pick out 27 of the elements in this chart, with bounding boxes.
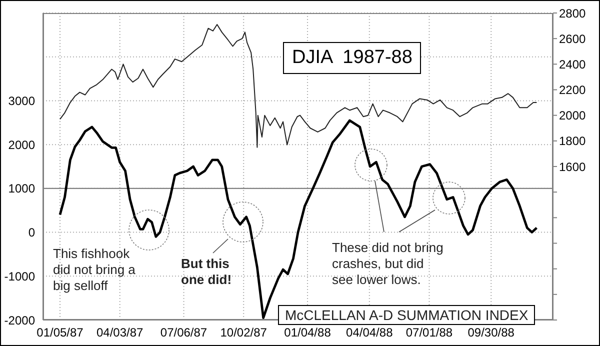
y2-tick-label: 2000 [559, 108, 586, 123]
y2-tick-label: 2600 [559, 32, 586, 46]
y2-tick-label: 2800 [559, 6, 586, 20]
y2-tick-label: 1800 [559, 134, 586, 148]
line-series [60, 24, 538, 148]
annotation: But this one did! [181, 256, 232, 288]
y-tick-label: 1000 [8, 182, 36, 196]
annotation: This fishhook did not bring a big selloff [53, 246, 136, 294]
y-tick-label: 3000 [8, 94, 36, 108]
x-tick-label: 07/06/87 [160, 326, 208, 340]
annotation: McCLELLAN A-D SUMMATION INDEX [278, 305, 536, 325]
y2-tick-label: 2200 [559, 83, 586, 98]
x-tick-label: 07/01/88 [406, 326, 453, 340]
x-tick-label: 01/04/88 [284, 326, 332, 340]
y-tick-label: -1000 [4, 269, 36, 284]
y-tick-label: -2000 [4, 313, 36, 328]
x-tick-label: 09/30/88 [468, 326, 515, 340]
x-tick-label: 04/04/88 [346, 326, 394, 340]
x-tick-label: 04/03/87 [96, 326, 144, 340]
y2-tick-label: 2400 [559, 57, 586, 72]
x-tick-label: 10/02/87 [220, 326, 268, 340]
annotation: These did not bring crashes, but did see lower lows. [332, 240, 444, 288]
y-tick-label: 0 [28, 226, 36, 240]
x-tick-label: 01/05/87 [36, 326, 84, 340]
text: DJIA 1987-88 [283, 42, 422, 74]
y-tick-label: 2000 [8, 138, 36, 152]
y2-tick-label: 1600 [559, 160, 586, 174]
